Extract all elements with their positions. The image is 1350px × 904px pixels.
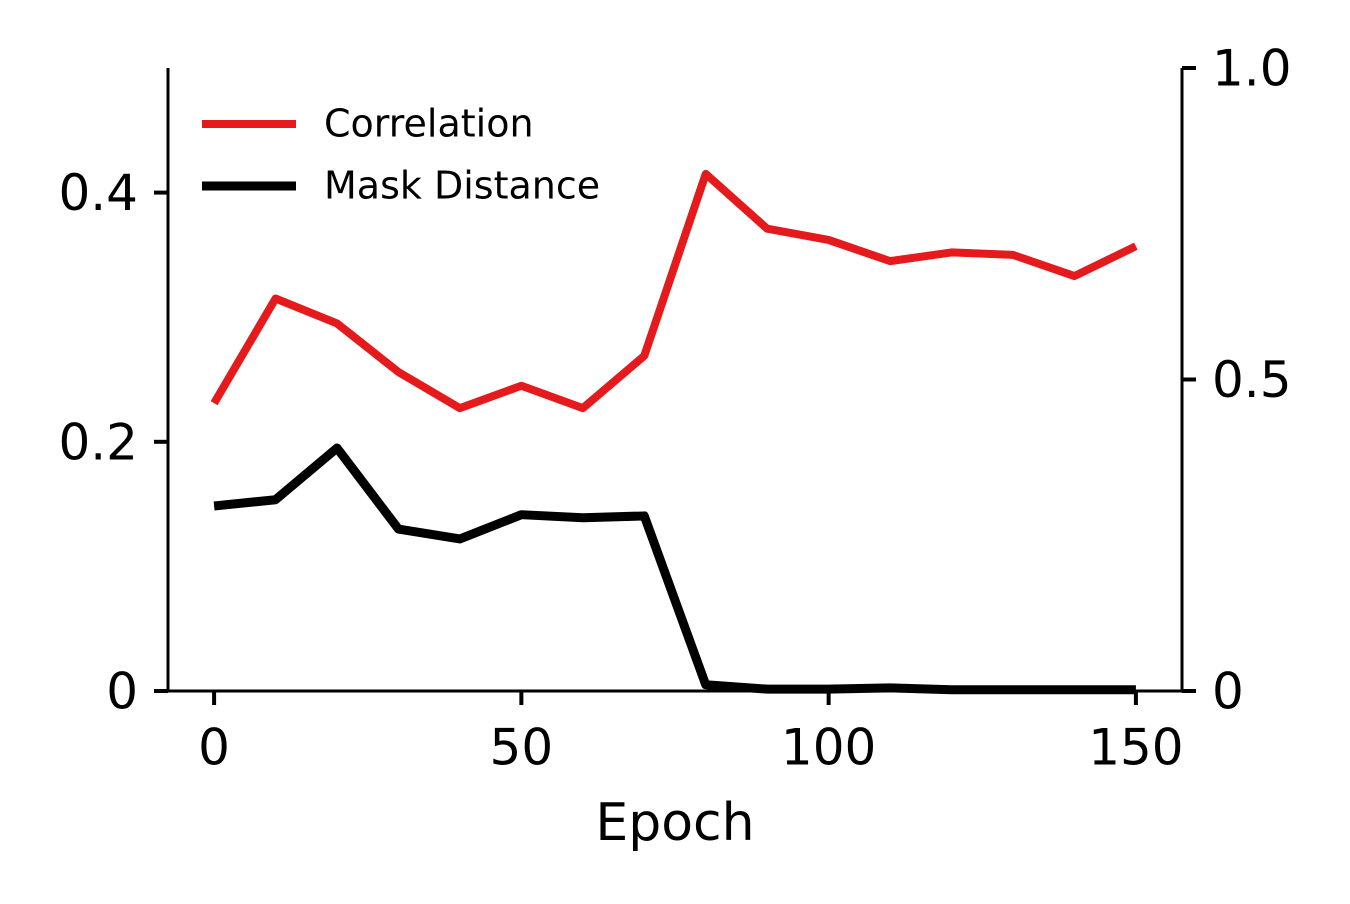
x-axis-title: Epoch	[595, 793, 754, 853]
x-tick-label: 100	[781, 719, 876, 777]
y2-tick-label: 0	[1212, 663, 1244, 721]
y2-tick-label: 0.5	[1212, 351, 1292, 409]
legend-label: Correlation	[324, 102, 534, 146]
x-tick-label: 50	[490, 719, 554, 777]
legend-label: Mask Distance	[324, 164, 600, 208]
y2-tick-label: 1.0	[1212, 40, 1292, 98]
x-tick-label: 0	[198, 719, 230, 777]
y-tick-label: 0.2	[58, 413, 138, 471]
series-line	[210, 169, 1138, 413]
series-line	[213, 443, 1136, 695]
x-tick-label: 150	[1088, 719, 1183, 777]
y-tick-label: 0.4	[58, 164, 138, 222]
y-tick-label: 0	[106, 663, 138, 721]
